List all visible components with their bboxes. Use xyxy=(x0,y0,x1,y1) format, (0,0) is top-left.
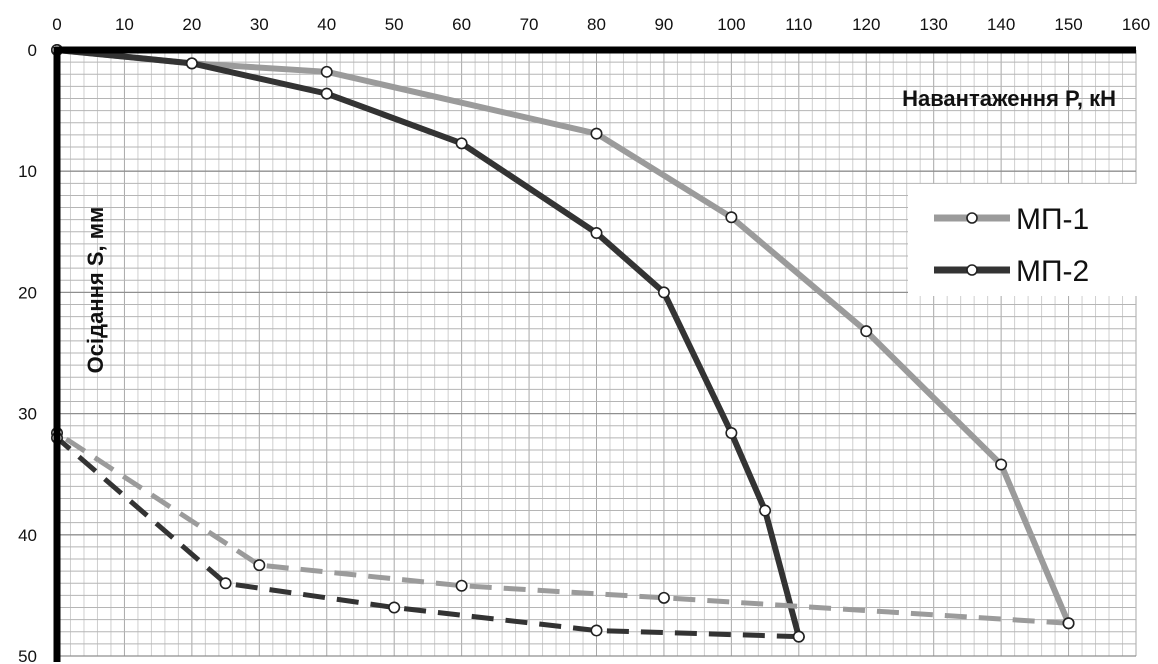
y-tick-label: 0 xyxy=(28,41,37,60)
series-line-2 xyxy=(56,47,802,638)
x-tick-label: 120 xyxy=(852,15,880,34)
y-tick-label: 20 xyxy=(18,283,37,302)
data-point xyxy=(657,286,670,299)
series-line-3 xyxy=(55,430,1069,626)
data-point xyxy=(725,211,738,224)
x-tick-label: 50 xyxy=(385,15,404,34)
data-point xyxy=(320,87,333,100)
data-point xyxy=(590,227,603,240)
tick-labels: 0 10 20 30 40 50 60 70 80 90 100 110 120 130 140 150 160… xyxy=(18,15,1150,664)
data-point xyxy=(388,601,401,614)
data-point xyxy=(1062,617,1075,630)
x-tick-label: 40 xyxy=(317,15,336,34)
x-tick-label: 140 xyxy=(987,15,1015,34)
data-point xyxy=(725,426,738,439)
x-tick-label: 0 xyxy=(52,15,61,34)
legend-label-mp2: МП-2 xyxy=(1016,255,1089,288)
x-tick-label: 90 xyxy=(654,15,673,34)
axes xyxy=(53,46,1136,662)
x-tick-label: 70 xyxy=(520,15,539,34)
legend-box xyxy=(908,184,1140,296)
x-axis-title: Навантаження P, кН xyxy=(902,86,1116,111)
x-tick-label: 30 xyxy=(250,15,269,34)
y-axis-title: Осідання S, мм xyxy=(83,207,108,374)
x-tick-label: 110 xyxy=(785,15,812,34)
x-tick-label: 60 xyxy=(452,15,471,34)
data-point xyxy=(455,137,468,150)
y-tick-label: 10 xyxy=(18,162,37,181)
data-point xyxy=(590,624,603,637)
data-point xyxy=(455,579,468,592)
legend-label-mp1: МП-1 xyxy=(1016,203,1089,236)
y-tick-label: 30 xyxy=(18,405,37,424)
x-tick-label: 80 xyxy=(587,15,606,34)
data-point xyxy=(759,504,772,517)
x-tick-label: 10 xyxy=(115,15,134,34)
data-point xyxy=(219,577,232,590)
x-tick-label: 160 xyxy=(1122,15,1150,34)
x-tick-label: 100 xyxy=(717,15,745,34)
legend-marker-mp2 xyxy=(966,264,978,276)
x-tick-label: 20 xyxy=(182,15,201,34)
data-point xyxy=(185,57,198,70)
series-layer xyxy=(50,43,1075,643)
data-point xyxy=(590,127,603,140)
grid xyxy=(56,49,1137,657)
x-tick-label: 130 xyxy=(920,15,948,34)
y-tick-label: 50 xyxy=(18,647,37,664)
data-point xyxy=(995,458,1008,471)
legend: МП-1 МП-2 xyxy=(908,184,1140,296)
legend-marker-mp1 xyxy=(966,212,978,224)
x-tick-label: 150 xyxy=(1054,15,1082,34)
data-point xyxy=(792,630,805,643)
y-tick-label: 40 xyxy=(18,526,37,545)
data-point xyxy=(320,65,333,78)
data-point xyxy=(253,559,266,572)
series-line-4 xyxy=(55,435,799,640)
data-point xyxy=(657,591,670,604)
data-point xyxy=(860,325,873,338)
series-line-1 xyxy=(56,47,1072,625)
